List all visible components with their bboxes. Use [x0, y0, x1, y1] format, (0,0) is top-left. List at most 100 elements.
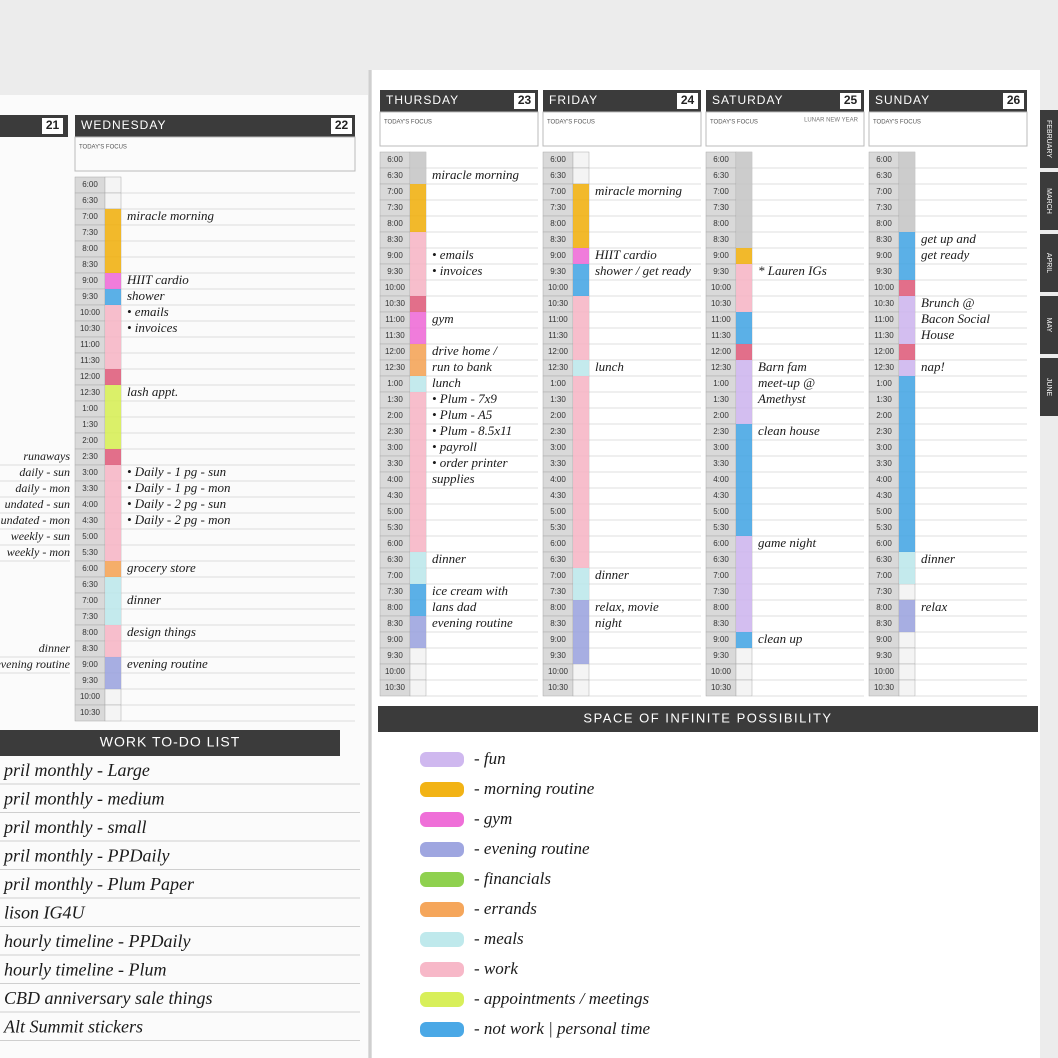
time-label: 9:00 — [876, 635, 892, 644]
focus-box — [868, 111, 1028, 147]
time-label: 7:00 — [713, 571, 729, 580]
time-label: 7:30 — [550, 203, 566, 212]
time-label: 8:30 — [713, 235, 729, 244]
time-label: 7:00 — [876, 571, 892, 580]
time-label: 9:30 — [387, 267, 403, 276]
day-name: SATURDAY — [712, 93, 784, 107]
time-label: 3:30 — [713, 459, 729, 468]
time-label: 11:30 — [385, 331, 405, 340]
time-label: 6:00 — [387, 539, 403, 548]
time-label: 5:00 — [876, 507, 892, 516]
legend-swatch — [420, 782, 464, 797]
time-label: 2:30 — [550, 427, 566, 436]
color-block — [736, 360, 752, 424]
time-label: 3:30 — [387, 459, 403, 468]
day-number: 26 — [1007, 93, 1021, 107]
time-label: 9:30 — [82, 292, 98, 301]
time-label: 8:00 — [713, 219, 729, 228]
time-label: 9:00 — [550, 251, 566, 260]
time-label: 9:30 — [550, 651, 566, 660]
handwritten-entry: get up and — [921, 231, 976, 246]
day-header — [380, 90, 538, 112]
time-label: 4:30 — [82, 516, 98, 525]
focus-label: TODAY'S FOCUS — [710, 120, 758, 126]
time-slot — [898, 631, 916, 649]
handwritten-entry: • order printer — [432, 455, 509, 470]
todo-item: hourly timeline - Plum — [4, 960, 166, 980]
handwritten-entry: • payroll — [432, 439, 477, 454]
color-block — [105, 577, 121, 609]
todo-item: pril monthly - small — [2, 817, 147, 837]
color-block — [573, 184, 589, 248]
handwritten-entry: * Lauren IGs — [758, 263, 827, 278]
time-slot — [898, 647, 916, 665]
legend-swatch — [420, 752, 464, 767]
time-slot — [104, 704, 122, 722]
handwritten-entry: ice cream with — [432, 583, 508, 598]
todo-title-bar — [0, 730, 340, 756]
handwritten-entry: meet-up @ — [758, 375, 815, 390]
color-block — [573, 248, 589, 264]
handwritten-entry: undated - mon — [1, 513, 70, 527]
time-label: 4:00 — [713, 475, 729, 484]
time-label: 4:00 — [876, 475, 892, 484]
color-block — [899, 376, 915, 552]
handwritten-entry: • Plum - 7x9 — [432, 391, 497, 406]
legend-label: - evening routine — [474, 839, 590, 858]
time-label: 10:00 — [80, 692, 101, 701]
month-tab-label: JUNE — [1045, 378, 1052, 397]
time-label: 12:00 — [80, 372, 101, 381]
handwritten-entry: HIIT cardio — [594, 247, 657, 262]
day-number-box — [840, 93, 861, 109]
planner-content: 21 runaways daily - sun daily - mon undated … — [0, 90, 1058, 1041]
legend-swatch — [420, 812, 464, 827]
time-label: 2:30 — [387, 427, 403, 436]
color-block — [410, 296, 426, 312]
time-label: 8:30 — [387, 619, 403, 628]
handwritten-entry: relax — [921, 599, 947, 614]
handwritten-entry: House — [920, 327, 954, 342]
time-label: 12:30 — [874, 363, 895, 372]
day-number: 23 — [518, 93, 532, 107]
time-label: 6:30 — [82, 580, 98, 589]
time-label: 8:30 — [876, 235, 892, 244]
legend-label: - morning routine — [474, 779, 595, 798]
time-label: 7:00 — [387, 571, 403, 580]
day-name: THURSDAY — [386, 93, 459, 107]
day-number-box — [677, 93, 698, 109]
time-label: 2:00 — [82, 436, 98, 445]
time-label: 5:30 — [876, 523, 892, 532]
time-label: 7:30 — [876, 203, 892, 212]
focus-box — [379, 111, 539, 147]
time-label: 4:00 — [82, 500, 98, 509]
time-label: 2:30 — [876, 427, 892, 436]
time-label: 6:30 — [550, 555, 566, 564]
time-label: 3:00 — [713, 443, 729, 452]
handwritten-entry: dinner — [39, 641, 71, 655]
handwritten-entry: • Daily - 1 pg - sun — [127, 464, 226, 479]
day-name: WEDNESDAY — [81, 118, 166, 132]
color-block — [105, 273, 121, 289]
time-label: 8:00 — [876, 219, 892, 228]
time-label: 2:00 — [387, 411, 403, 420]
time-label: 10:00 — [711, 667, 732, 676]
time-label: 8:00 — [550, 219, 566, 228]
time-label: 7:00 — [550, 571, 566, 580]
time-label: 6:00 — [713, 155, 729, 164]
time-label: 9:00 — [82, 660, 98, 669]
time-label: 11:00 — [80, 340, 100, 349]
color-block — [736, 632, 752, 648]
time-slot — [572, 167, 590, 185]
handwritten-entry: • invoices — [127, 320, 177, 335]
handwritten-entry: • Daily - 1 pg - mon — [127, 480, 230, 495]
time-label: 11:30 — [80, 356, 100, 365]
time-label: 3:00 — [876, 443, 892, 452]
time-label: 3:30 — [82, 484, 98, 493]
day-name: SUNDAY — [875, 93, 930, 107]
time-label: 12:00 — [385, 347, 406, 356]
time-label: 10:30 — [80, 708, 101, 717]
time-label: 7:30 — [82, 228, 98, 237]
handwritten-entry: drive home / — [432, 343, 498, 358]
legend-label: - errands — [474, 899, 537, 918]
handwritten-entry: lans dad — [432, 599, 477, 614]
